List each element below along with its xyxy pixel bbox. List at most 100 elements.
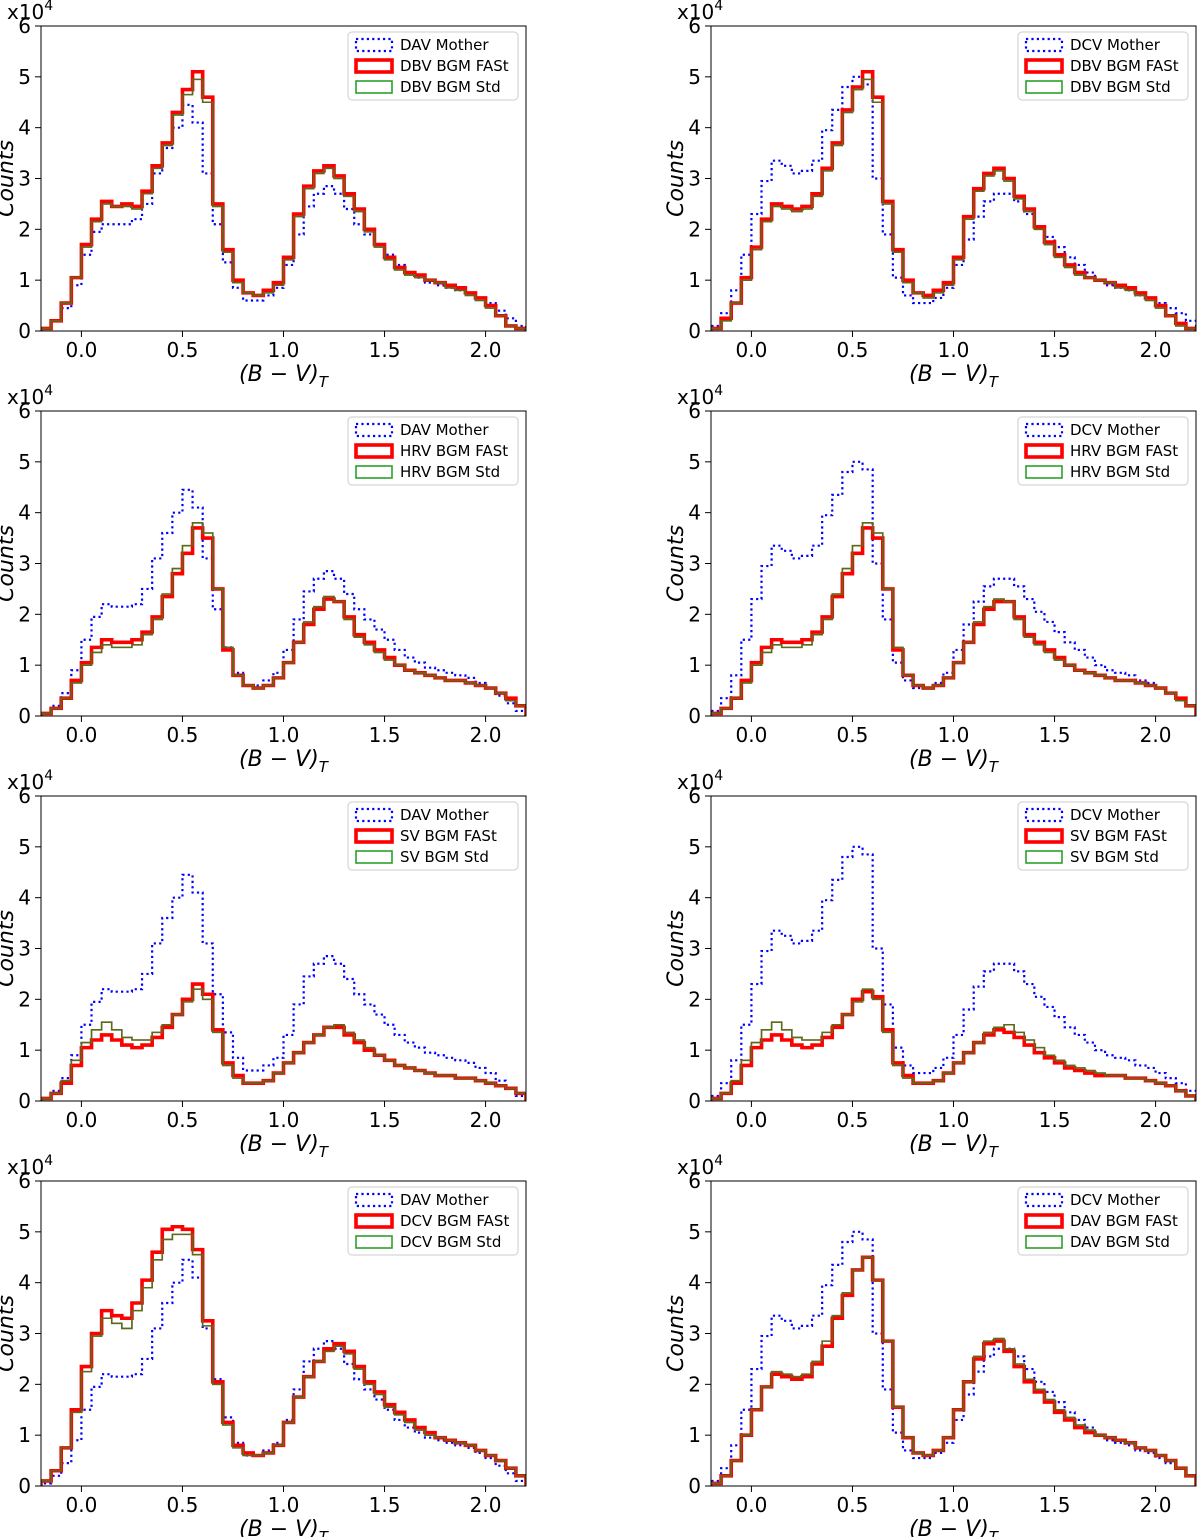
- legend-swatch-2: [1024, 443, 1064, 459]
- y-tick-label: 5: [688, 450, 701, 474]
- x-axis-label: (B − V)T: [239, 1517, 330, 1537]
- x-tick-label: 0.5: [167, 1493, 199, 1517]
- x-tick-label: 1.5: [369, 723, 401, 747]
- y-multiplier-exponent: 4: [44, 768, 53, 784]
- x-tick-label: 2.0: [470, 723, 502, 747]
- y-tick-label: 0: [688, 319, 701, 343]
- y-axis-label: Counts: [0, 1295, 19, 1372]
- y-tick-label: 1: [688, 1038, 701, 1062]
- x-tick-label: 0.5: [837, 338, 869, 362]
- y-tick-label: 0: [688, 1089, 701, 1113]
- x-tick-label: 0.5: [167, 1108, 199, 1132]
- y-tick-label: 1: [688, 1423, 701, 1447]
- y-multiplier-exponent: 4: [714, 383, 723, 399]
- x-tick-label: 1.5: [369, 1493, 401, 1517]
- series-group: [711, 1230, 1196, 1486]
- x-tick-label: 1.5: [369, 1108, 401, 1132]
- series-mother-5: [41, 873, 526, 1101]
- x-axis-label-sub: T: [989, 1143, 1000, 1161]
- y-tick-label: 0: [18, 1089, 31, 1113]
- x-axis-label-var: (B − V): [239, 1132, 319, 1157]
- y-tick-label: 6: [18, 14, 31, 38]
- y-tick-label: 2: [18, 1372, 31, 1396]
- y-tick-label: 4: [18, 501, 31, 525]
- legend: DAV Mother DBV BGM FASt DBV BGM Std: [347, 31, 519, 101]
- histogram-panel-1: 0 1 2 3 4 5 6 0.0 0.5 1.0 1.5 2.0 x104 Counts (B − V)T…: [0, 0, 527, 391]
- legend-swatch-2: [1024, 58, 1064, 74]
- legend-swatch-3: [355, 465, 393, 479]
- legend-swatch-2: [1024, 1213, 1064, 1229]
- legend-label-1: DCV Mother: [1070, 36, 1161, 54]
- legend-label-1: DAV Mother: [400, 36, 489, 54]
- x-tick-label: 0.0: [66, 1108, 98, 1132]
- x-axis-label-var: (B − V): [909, 1517, 989, 1537]
- x-tick-label: 0.5: [837, 1108, 869, 1132]
- legend-label-1: DAV Mother: [400, 806, 489, 824]
- legend-label-3: DBV BGM Std: [400, 78, 501, 96]
- x-axis-label-sub: T: [319, 758, 330, 776]
- legend-box: [1017, 1186, 1189, 1256]
- x-tick-label: 1.0: [938, 338, 970, 362]
- y-tick-label: 6: [688, 399, 701, 423]
- legend-swatch-1: [354, 422, 394, 438]
- legend-box: [1017, 31, 1189, 101]
- x-tick-label: 1.5: [1039, 723, 1071, 747]
- legend: DCV Mother DBV BGM FASt DBV BGM Std: [1017, 31, 1189, 101]
- x-tick-label: 1.5: [369, 338, 401, 362]
- x-tick-label: 2.0: [1140, 1108, 1172, 1132]
- y-multiplier-exponent: 4: [714, 768, 723, 784]
- x-axis-label-sub: T: [319, 1528, 330, 1537]
- legend-swatch-1: [1024, 1192, 1064, 1208]
- legend-swatch-2: [354, 58, 394, 74]
- x-tick-label: 1.0: [268, 1108, 300, 1132]
- legend-swatch-2: [354, 1213, 394, 1229]
- legend-label-2: SV BGM FASt: [1070, 827, 1167, 845]
- x-axis-label: (B − V)T: [909, 362, 1000, 391]
- x-tick-label: 1.5: [1039, 1493, 1071, 1517]
- y-tick-label: 1: [18, 1038, 31, 1062]
- x-axis-label-var: (B − V): [909, 1132, 989, 1157]
- y-axis-label: Counts: [664, 1295, 689, 1372]
- y-tick-label: 1: [18, 1423, 31, 1447]
- y-multiplier-label: x104: [7, 1153, 53, 1179]
- legend-label-1: DAV Mother: [400, 1191, 489, 1209]
- legend-swatch-3: [355, 850, 393, 864]
- histogram-panel-3: 0 1 2 3 4 5 6 0.0 0.5 1.0 1.5 2.0 x104 Counts (B − V)T…: [0, 383, 527, 776]
- x-tick-label: 0.5: [837, 723, 869, 747]
- y-axis-label: Counts: [0, 910, 19, 987]
- y-multiplier-label: x104: [7, 768, 53, 794]
- histogram-panel-5: 0 1 2 3 4 5 6 0.0 0.5 1.0 1.5 2.0 x104 Counts (B − V)T…: [0, 768, 527, 1161]
- series-group: [41, 488, 526, 716]
- series-overlap-6: [711, 988, 1196, 1101]
- legend-label-3: DAV BGM Std: [1070, 1233, 1170, 1251]
- series-overlap-8: [711, 1256, 1196, 1486]
- legend-swatch-1: [354, 1192, 394, 1208]
- legend-label-1: DAV Mother: [400, 421, 489, 439]
- x-tick-label: 1.0: [938, 723, 970, 747]
- y-tick-label: 1: [688, 268, 701, 292]
- y-tick-label: 6: [688, 14, 701, 38]
- y-axis-label: Counts: [664, 910, 689, 987]
- legend-label-3: SV BGM Std: [1070, 848, 1159, 866]
- y-tick-label: 0: [18, 704, 31, 728]
- y-tick-label: 4: [18, 1271, 31, 1295]
- x-axis-label-var: (B − V): [239, 747, 319, 772]
- x-axis-label-var: (B − V): [909, 747, 989, 772]
- y-tick-label: 5: [18, 1220, 31, 1244]
- x-tick-label: 0.0: [66, 338, 98, 362]
- legend: DAV Mother SV BGM FASt SV BGM Std: [347, 801, 519, 871]
- legend-label-2: DCV BGM FASt: [400, 1212, 509, 1230]
- x-tick-label: 0.5: [837, 1493, 869, 1517]
- y-tick-label: 2: [688, 1372, 701, 1396]
- legend-swatch-2: [354, 443, 394, 459]
- legend-swatch-3: [1025, 80, 1063, 94]
- legend: DCV Mother HRV BGM FASt HRV BGM Std: [1017, 416, 1189, 486]
- x-axis-label: (B − V)T: [909, 1132, 1000, 1161]
- x-axis-label-sub: T: [319, 1143, 330, 1161]
- y-tick-label: 2: [18, 987, 31, 1011]
- legend-box: [347, 801, 519, 871]
- x-tick-label: 0.0: [736, 723, 768, 747]
- y-tick-label: 0: [688, 704, 701, 728]
- legend-swatch-3: [1025, 465, 1063, 479]
